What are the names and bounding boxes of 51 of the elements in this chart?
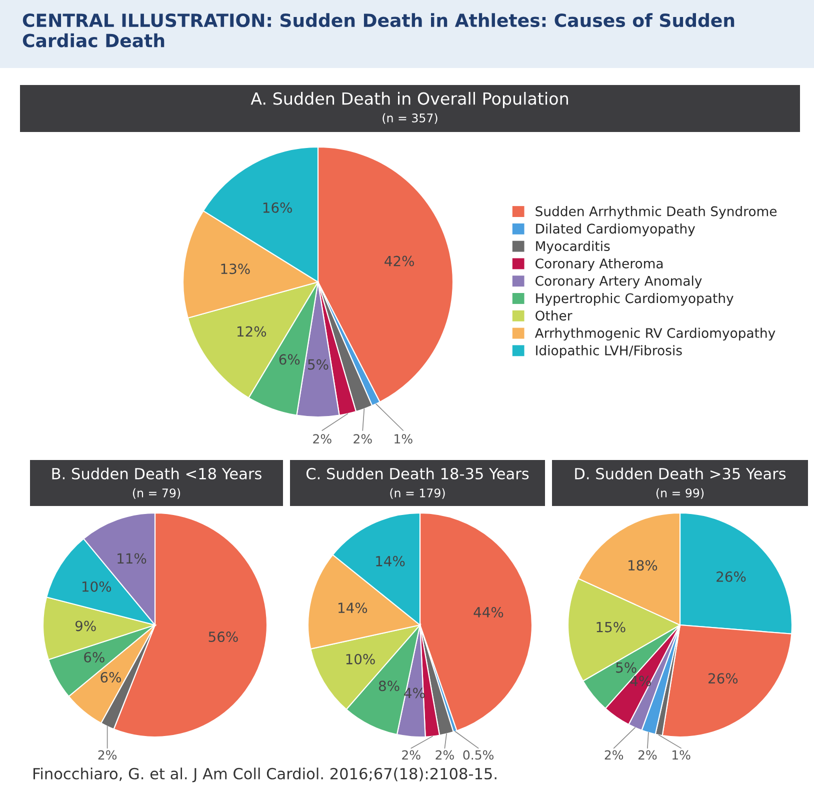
chart-title: A. Sudden Death in Overall Population xyxy=(250,92,568,108)
chart-title: B. Sudden Death <18 Years xyxy=(52,468,262,480)
legend-label: Coronary Artery Anomaly xyxy=(536,276,702,288)
legend-label: Other xyxy=(536,310,572,321)
data-label: 18% xyxy=(628,560,658,571)
data-label: 6% xyxy=(279,354,300,365)
data-label: 56% xyxy=(208,632,238,642)
data-label: 26% xyxy=(708,673,738,684)
data-label: 15% xyxy=(596,622,626,632)
data-label: 2% xyxy=(604,750,624,760)
data-label: 2% xyxy=(402,750,420,760)
data-label: 14% xyxy=(338,602,368,614)
legend-label: Dilated Cardiomyopathy xyxy=(536,223,696,236)
data-label: 13% xyxy=(221,264,250,274)
data-label: 6% xyxy=(84,652,104,662)
data-label: 2% xyxy=(638,750,657,760)
data-label: 10% xyxy=(346,654,375,664)
data-label: 2% xyxy=(436,750,454,760)
data-label: 2% xyxy=(313,434,332,444)
legend-label: Coronary Atheroma xyxy=(536,258,663,271)
data-label: 11% xyxy=(118,553,146,564)
data-label: 12% xyxy=(237,326,266,337)
data-label: 26% xyxy=(716,571,746,582)
data-label: 44% xyxy=(474,606,504,618)
chart-subtitle: (n = 357) xyxy=(382,113,438,124)
data-label: 14% xyxy=(376,556,405,566)
data-label: 1% xyxy=(672,750,690,760)
data-label: 5% xyxy=(616,662,636,673)
data-label: 2% xyxy=(98,750,117,760)
data-label: 9% xyxy=(75,620,96,632)
text: Finocchiaro, G. et al. J Am Coll Cardiol. 2016;67(18):2108-15. xyxy=(34,768,496,782)
chart-subtitle: (n = 79) xyxy=(132,488,180,499)
chart-subtitle: (n = 99) xyxy=(656,488,704,499)
data-label: 16% xyxy=(263,202,292,213)
text: CENTRAL ILLUSTRATION: Sudden Death in Athletes: Causes of Sudden Cardiac Death xyxy=(22,13,734,48)
data-label: 42% xyxy=(384,256,414,266)
data-label: 8% xyxy=(378,680,400,692)
legend-label: Sudden Arrhythmic Death Syndrome xyxy=(536,206,777,219)
data-label: 2% xyxy=(354,434,372,444)
legend-label: Arrhythmogenic RV Cardiomyopathy xyxy=(534,328,776,341)
data-label: 10% xyxy=(82,581,112,592)
data-label: 1% xyxy=(394,434,412,444)
chart-title: D. Sudden Death >35 Years xyxy=(575,468,786,480)
chart-subtitle: (n = 179) xyxy=(390,488,445,499)
data-label: 6% xyxy=(100,672,121,683)
legend-label: Hypertrophic Cardiomyopathy xyxy=(536,293,734,306)
legend-label: Myocarditis xyxy=(536,240,610,254)
data-label: 5% xyxy=(308,359,328,370)
chart-title: C. Sudden Death 18-35 Years xyxy=(306,468,529,480)
data-label: 0.5% xyxy=(463,750,494,760)
legend-label: Idiopathic LVH/Fibrosis xyxy=(536,345,682,358)
